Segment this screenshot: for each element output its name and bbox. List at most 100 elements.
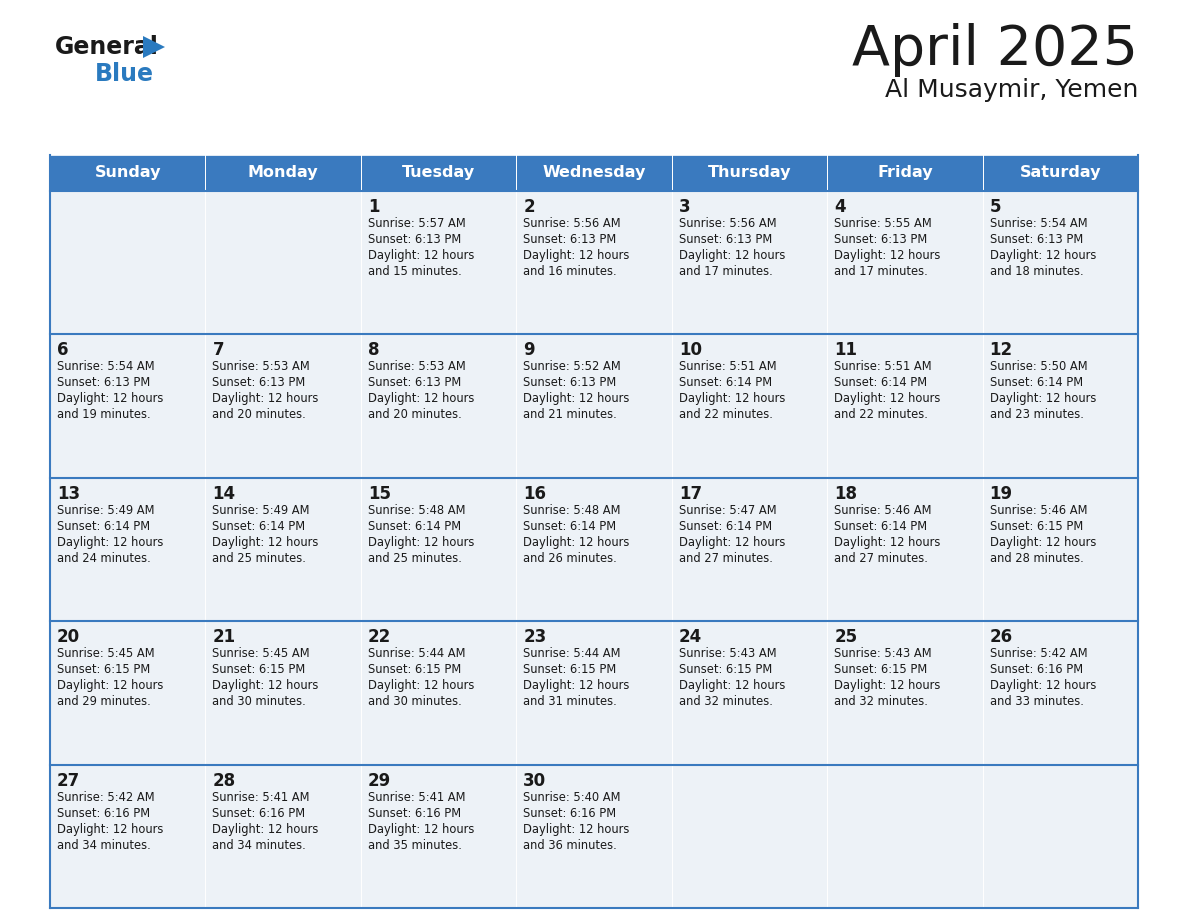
Text: Daylight: 12 hours: Daylight: 12 hours	[678, 679, 785, 692]
Bar	[517, 334, 671, 477]
Text: 27: 27	[57, 772, 81, 789]
Text: Sunset: 6:14 PM: Sunset: 6:14 PM	[990, 376, 1082, 389]
Bar	[361, 334, 517, 477]
Text: Daylight: 12 hours: Daylight: 12 hours	[523, 823, 630, 835]
Text: and 30 minutes.: and 30 minutes.	[368, 695, 462, 708]
Text: 11: 11	[834, 341, 858, 360]
Text: Daylight: 12 hours: Daylight: 12 hours	[213, 679, 318, 692]
Text: 16: 16	[523, 485, 546, 503]
Text: 4: 4	[834, 198, 846, 216]
Text: 24: 24	[678, 628, 702, 646]
Text: and 28 minutes.: and 28 minutes.	[990, 552, 1083, 565]
Text: Daylight: 12 hours: Daylight: 12 hours	[368, 679, 474, 692]
Text: Sunset: 6:14 PM: Sunset: 6:14 PM	[834, 376, 928, 389]
Text: Sunset: 6:16 PM: Sunset: 6:16 PM	[57, 807, 150, 820]
Text: Sunrise: 5:46 AM: Sunrise: 5:46 AM	[990, 504, 1087, 517]
Bar	[671, 334, 827, 477]
Text: Tuesday: Tuesday	[402, 165, 475, 181]
Text: and 15 minutes.: and 15 minutes.	[368, 265, 462, 278]
Text: Sunset: 6:13 PM: Sunset: 6:13 PM	[368, 376, 461, 389]
Text: 21: 21	[213, 628, 235, 646]
Text: Sunset: 6:15 PM: Sunset: 6:15 PM	[213, 663, 305, 677]
Text: and 19 minutes.: and 19 minutes.	[57, 409, 151, 421]
Text: Daylight: 12 hours: Daylight: 12 hours	[678, 249, 785, 262]
Text: 5: 5	[990, 198, 1001, 216]
Bar	[671, 191, 827, 334]
Text: Thursday: Thursday	[708, 165, 791, 181]
Bar	[827, 191, 982, 334]
Text: and 32 minutes.: and 32 minutes.	[678, 695, 772, 708]
Text: Daylight: 12 hours: Daylight: 12 hours	[990, 536, 1097, 549]
Text: Sunrise: 5:55 AM: Sunrise: 5:55 AM	[834, 217, 931, 230]
Text: Sunset: 6:16 PM: Sunset: 6:16 PM	[213, 807, 305, 820]
Text: Sunrise: 5:50 AM: Sunrise: 5:50 AM	[990, 361, 1087, 374]
Text: Sunday: Sunday	[95, 165, 160, 181]
Text: Daylight: 12 hours: Daylight: 12 hours	[368, 536, 474, 549]
Polygon shape	[143, 36, 165, 58]
Text: Sunset: 6:13 PM: Sunset: 6:13 PM	[678, 233, 772, 246]
Text: Sunrise: 5:54 AM: Sunrise: 5:54 AM	[990, 217, 1087, 230]
Bar	[50, 334, 206, 477]
Text: Daylight: 12 hours: Daylight: 12 hours	[368, 249, 474, 262]
Text: 17: 17	[678, 485, 702, 503]
Text: Sunrise: 5:51 AM: Sunrise: 5:51 AM	[834, 361, 931, 374]
Text: 28: 28	[213, 772, 235, 789]
Text: Daylight: 12 hours: Daylight: 12 hours	[834, 536, 941, 549]
Bar	[671, 621, 827, 765]
Text: 13: 13	[57, 485, 80, 503]
Text: Daylight: 12 hours: Daylight: 12 hours	[990, 249, 1097, 262]
Bar	[517, 191, 671, 334]
Text: Sunrise: 5:41 AM: Sunrise: 5:41 AM	[368, 790, 466, 803]
Text: Daylight: 12 hours: Daylight: 12 hours	[213, 392, 318, 406]
Text: 29: 29	[368, 772, 391, 789]
Text: Sunset: 6:15 PM: Sunset: 6:15 PM	[678, 663, 772, 677]
Bar	[671, 477, 827, 621]
Bar	[361, 765, 517, 908]
Text: Sunrise: 5:43 AM: Sunrise: 5:43 AM	[678, 647, 776, 660]
Text: 6: 6	[57, 341, 69, 360]
Text: and 22 minutes.: and 22 minutes.	[678, 409, 772, 421]
Text: Sunset: 6:14 PM: Sunset: 6:14 PM	[368, 520, 461, 532]
Text: Sunset: 6:15 PM: Sunset: 6:15 PM	[368, 663, 461, 677]
Text: 12: 12	[990, 341, 1012, 360]
Text: Daylight: 12 hours: Daylight: 12 hours	[368, 823, 474, 835]
Text: Sunrise: 5:57 AM: Sunrise: 5:57 AM	[368, 217, 466, 230]
Text: Sunset: 6:14 PM: Sunset: 6:14 PM	[523, 520, 617, 532]
Text: Sunrise: 5:56 AM: Sunrise: 5:56 AM	[523, 217, 621, 230]
Bar	[982, 334, 1138, 477]
Text: Sunset: 6:16 PM: Sunset: 6:16 PM	[990, 663, 1082, 677]
Text: Daylight: 12 hours: Daylight: 12 hours	[990, 679, 1097, 692]
Text: Sunrise: 5:53 AM: Sunrise: 5:53 AM	[368, 361, 466, 374]
Text: and 17 minutes.: and 17 minutes.	[678, 265, 772, 278]
Text: and 20 minutes.: and 20 minutes.	[213, 409, 307, 421]
Bar	[982, 155, 1138, 191]
Text: 26: 26	[990, 628, 1012, 646]
Text: Sunset: 6:14 PM: Sunset: 6:14 PM	[678, 520, 772, 532]
Text: Monday: Monday	[248, 165, 318, 181]
Text: and 36 minutes.: and 36 minutes.	[523, 839, 617, 852]
Text: and 34 minutes.: and 34 minutes.	[57, 839, 151, 852]
Text: Daylight: 12 hours: Daylight: 12 hours	[213, 823, 318, 835]
Bar	[50, 477, 206, 621]
Text: and 25 minutes.: and 25 minutes.	[213, 552, 307, 565]
Text: Sunset: 6:13 PM: Sunset: 6:13 PM	[523, 376, 617, 389]
Text: Sunrise: 5:46 AM: Sunrise: 5:46 AM	[834, 504, 931, 517]
Text: and 21 minutes.: and 21 minutes.	[523, 409, 617, 421]
Bar	[827, 155, 982, 191]
Text: and 27 minutes.: and 27 minutes.	[834, 552, 928, 565]
Text: Sunrise: 5:45 AM: Sunrise: 5:45 AM	[213, 647, 310, 660]
Text: Sunrise: 5:43 AM: Sunrise: 5:43 AM	[834, 647, 931, 660]
Text: 7: 7	[213, 341, 225, 360]
Text: and 26 minutes.: and 26 minutes.	[523, 552, 617, 565]
Text: Wednesday: Wednesday	[542, 165, 646, 181]
Text: 8: 8	[368, 341, 379, 360]
Text: Al Musaymir, Yemen: Al Musaymir, Yemen	[885, 78, 1138, 102]
Text: Sunrise: 5:48 AM: Sunrise: 5:48 AM	[368, 504, 466, 517]
Bar	[50, 191, 206, 334]
Text: Sunset: 6:13 PM: Sunset: 6:13 PM	[368, 233, 461, 246]
Text: Sunset: 6:13 PM: Sunset: 6:13 PM	[523, 233, 617, 246]
Text: Sunrise: 5:49 AM: Sunrise: 5:49 AM	[213, 504, 310, 517]
Text: Sunrise: 5:49 AM: Sunrise: 5:49 AM	[57, 504, 154, 517]
Text: Sunset: 6:15 PM: Sunset: 6:15 PM	[834, 663, 928, 677]
Text: and 30 minutes.: and 30 minutes.	[213, 695, 307, 708]
